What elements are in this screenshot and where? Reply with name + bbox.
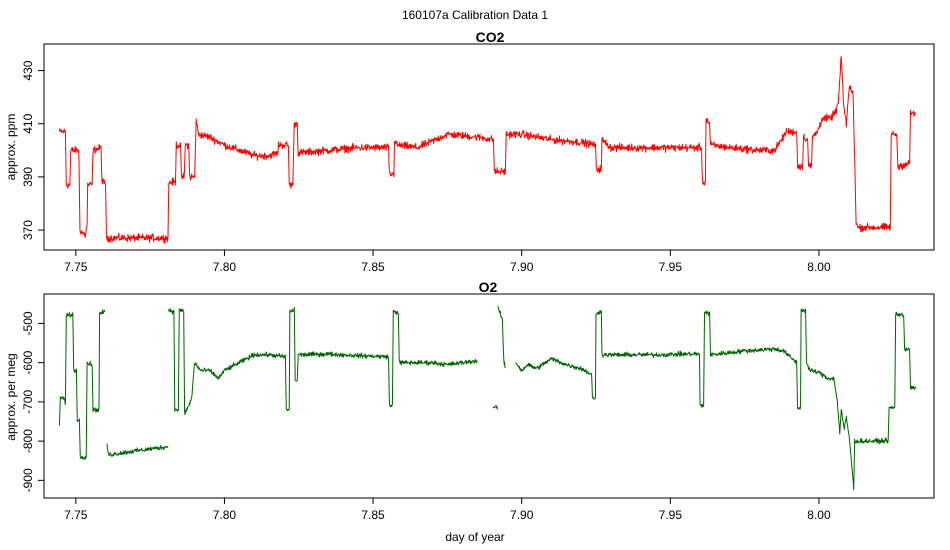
o2-series-line	[515, 308, 917, 491]
co2-y-tick-label: 430	[21, 60, 35, 80]
co2-y-axis-label: approx. ppm	[4, 114, 18, 181]
o2-x-tick-label: 7.95	[659, 508, 683, 522]
co2-series-line	[58, 56, 916, 244]
o2-series-line	[58, 309, 106, 461]
figure-title: 160107a Calibration Data 1	[402, 8, 548, 22]
o2-y-tick-label: -900	[21, 468, 35, 492]
o2-series-line	[106, 443, 169, 457]
co2-x-tick-label: 8.00	[807, 260, 831, 274]
o2-plot: O2 approx. per meg 7.75 7.80 7.85 7.90 7.95 8…	[4, 279, 935, 544]
co2-y-tick-label: 410	[21, 113, 35, 133]
co2-x-tick-label: 7.80	[213, 260, 237, 274]
co2-series	[58, 56, 916, 244]
co2-y-tick-label: 370	[21, 220, 35, 240]
co2-plot: CO2 approx. ppm 7.75 7.80 7.85 7.90 7.95 8.00…	[4, 29, 935, 274]
o2-series	[58, 305, 917, 491]
o2-series-line	[497, 305, 506, 369]
o2-x-tick-label: 7.80	[213, 508, 237, 522]
o2-x-tick-label: 7.85	[361, 508, 385, 522]
o2-x-axis-label: day of year	[445, 530, 504, 544]
o2-y-axis-label: approx. per meg	[4, 353, 18, 440]
o2-x-tick-label: 7.75	[64, 508, 88, 522]
co2-x-tick-label: 7.90	[510, 260, 534, 274]
co2-plot-title: CO2	[476, 29, 505, 45]
o2-x-axis: 7.75 7.80 7.85 7.90 7.95 8.00	[64, 498, 831, 522]
o2-series-line	[168, 307, 478, 416]
o2-plot-frame	[43, 293, 935, 499]
o2-series-line	[492, 405, 498, 410]
o2-y-tick-label: -600	[21, 350, 35, 374]
o2-y-axis: -900 -800 -700 -600 -500	[21, 311, 44, 492]
o2-y-tick-label: -800	[21, 429, 35, 453]
co2-x-tick-label: 7.95	[659, 260, 683, 274]
o2-y-tick-label: -500	[21, 311, 35, 335]
co2-x-axis: 7.75 7.80 7.85 7.90 7.95 8.00	[64, 250, 831, 274]
o2-y-tick-label: -700	[21, 390, 35, 414]
co2-plot-frame	[43, 43, 935, 251]
co2-y-tick-label: 390	[21, 167, 35, 187]
co2-y-axis: 370 390 410 430	[21, 60, 44, 240]
co2-x-tick-label: 7.85	[361, 260, 385, 274]
co2-x-tick-label: 7.75	[64, 260, 88, 274]
o2-x-tick-label: 8.00	[807, 508, 831, 522]
o2-plot-title: O2	[479, 279, 498, 295]
o2-x-tick-label: 7.90	[510, 508, 534, 522]
